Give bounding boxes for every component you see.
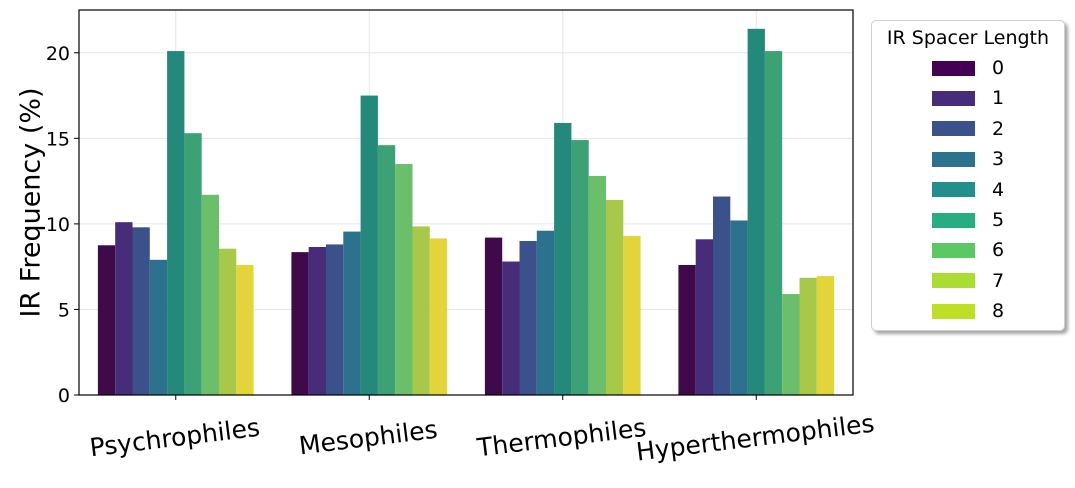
bar-thermophiles-4	[554, 122, 572, 395]
bar-thermophiles-2	[519, 241, 537, 395]
legend-label: 7	[992, 269, 1005, 292]
legend-label: 3	[992, 148, 1005, 171]
x-tick-label: Mesophiles	[297, 415, 439, 461]
legend-swatch	[932, 182, 975, 198]
legend-label: 6	[992, 239, 1005, 262]
legend-title: IR Spacer Length	[886, 27, 1050, 49]
bar-hyperthermophiles-8	[816, 276, 835, 395]
bar-thermophiles-1	[502, 261, 520, 395]
y-tick-label: 10	[46, 214, 70, 236]
legend: IR Spacer Length 0 1 2 3 4 5 6 7 8	[871, 20, 1065, 331]
legend-swatch	[932, 242, 975, 258]
bar-mesophiles-4	[360, 95, 378, 396]
legend-entry: 5	[932, 207, 1004, 233]
legend-label: 0	[992, 57, 1005, 79]
bar-hyperthermophiles-7	[799, 277, 817, 395]
bar-mesophiles-8	[429, 238, 448, 395]
bar-psychrophiles-5	[184, 133, 202, 395]
legend-entry: 3	[932, 146, 1004, 172]
bar-psychrophiles-6	[201, 194, 219, 395]
legend-entry: 0	[932, 55, 1004, 81]
bar-psychrophiles-1	[115, 222, 133, 395]
legend-label: 5	[992, 209, 1005, 231]
bar-psychrophiles-2	[132, 227, 150, 395]
bar-thermophiles-3	[536, 230, 555, 395]
bar-psychrophiles-7	[219, 248, 237, 395]
legend-swatch	[932, 121, 975, 137]
legend-label: 2	[992, 117, 1005, 140]
y-tick-label: 5	[58, 299, 70, 321]
bar-thermophiles-5	[571, 140, 589, 395]
bar-mesophiles-6	[395, 164, 413, 395]
bar-mesophiles-5	[377, 145, 396, 395]
bar-hyperthermophiles-1	[695, 239, 713, 395]
legend-swatch	[932, 212, 975, 228]
bar-hyperthermophiles-0	[678, 264, 696, 395]
bar-thermophiles-8	[623, 235, 641, 395]
bar-mesophiles-3	[343, 231, 361, 395]
legend-label: 8	[992, 300, 1005, 323]
legend-swatch	[932, 90, 975, 106]
bar-thermophiles-7	[606, 199, 624, 395]
bar-psychrophiles-4	[167, 51, 185, 396]
plot-frame	[78, 9, 854, 396]
bar-mesophiles-2	[326, 244, 344, 395]
y-axis-ticks: 0 5 10 15 20	[46, 43, 79, 407]
legend-swatch	[932, 151, 975, 167]
bar-hyperthermophiles-5	[764, 51, 783, 396]
legend-swatch	[932, 60, 975, 76]
legend-entry: 2	[932, 116, 1004, 142]
legend-label: 4	[992, 178, 1005, 201]
bar-psychrophiles-8	[236, 264, 254, 395]
bar-hyperthermophiles-3	[730, 220, 748, 395]
bar-psychrophiles-0	[97, 245, 116, 395]
y-tick-label: 20	[46, 43, 70, 65]
bar-hyperthermophiles-4	[747, 28, 765, 395]
legend-entry: 6	[932, 237, 1004, 263]
bar-thermophiles-0	[484, 237, 503, 395]
bar-thermophiles-6	[588, 175, 606, 395]
y-tick-label: 0	[58, 385, 70, 407]
x-tick-label: Psychrophiles	[88, 413, 261, 463]
legend-label: 1	[992, 87, 1005, 110]
x-tick-label: Hyperthermophiles	[635, 409, 876, 467]
bar-mesophiles-7	[412, 226, 430, 395]
y-tick-label: 15	[46, 128, 70, 150]
x-tick-label: Thermophiles	[475, 413, 648, 463]
legend-swatch	[932, 273, 975, 289]
bar-hyperthermophiles-2	[713, 196, 731, 395]
bar-mesophiles-0	[291, 252, 309, 395]
legend-entry: 7	[932, 268, 1004, 294]
legend-swatch	[932, 303, 975, 319]
legend-entry: 8	[932, 298, 1004, 324]
legend-entry: 1	[932, 85, 1004, 111]
legend-entry: 4	[932, 177, 1004, 203]
bar-mesophiles-1	[308, 246, 326, 395]
bar-hyperthermophiles-6	[782, 294, 800, 395]
x-axis-ticks: Psychrophiles Mesophiles ThermophilesHyper…	[88, 395, 876, 467]
bars	[97, 28, 835, 396]
bar-psychrophiles-3	[149, 259, 168, 395]
y-axis-label: IR Frequency (%)	[15, 87, 46, 317]
